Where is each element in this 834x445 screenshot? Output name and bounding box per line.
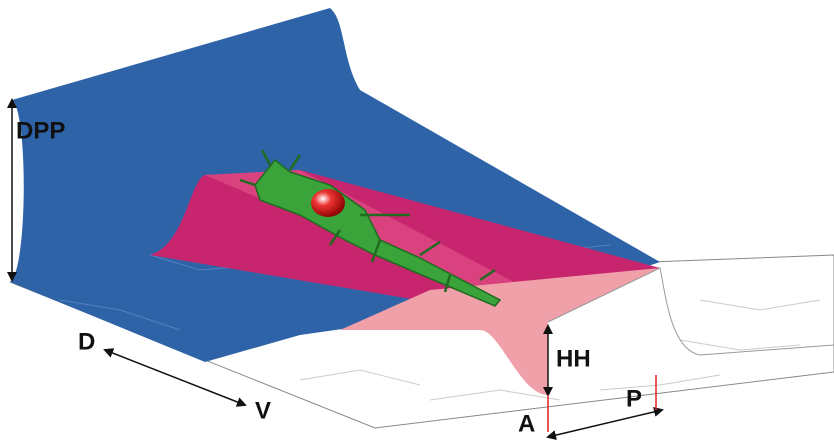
diagram: DPP HH D V A P [0,0,834,445]
hh-label: HH [556,345,591,372]
ap-arrow [548,410,662,437]
dpp-label: DPP [16,117,65,144]
a-label: A [518,410,535,437]
d-label: D [78,328,95,355]
v-label: V [255,397,271,424]
p-label: P [626,385,642,412]
